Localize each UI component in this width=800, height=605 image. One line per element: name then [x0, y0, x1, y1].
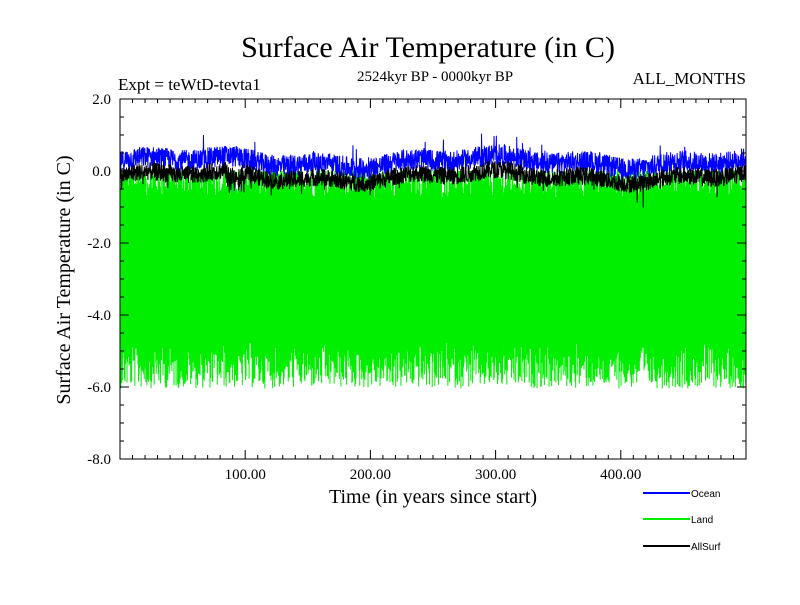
x-axis-label: Time (in years since start)	[329, 486, 537, 508]
legend-label-allsurf: AllSurf	[691, 542, 721, 553]
x-tick-label: 300.00	[475, 467, 516, 483]
months-label: ALL_MONTHS	[633, 69, 746, 88]
y-axis-label: Surface Air Temperature (in C)	[53, 155, 75, 404]
y-tick-label: 0.0	[92, 164, 111, 180]
y-tick-label: -8.0	[87, 452, 111, 468]
y-tick-label: 2.0	[92, 92, 111, 108]
x-tick-label: 200.00	[350, 467, 391, 483]
x-tick-label: 400.00	[600, 467, 641, 483]
legend: Ocean Land AllSurf	[643, 489, 721, 553]
series-allsurf	[120, 160, 746, 208]
chart-title: Surface Air Temperature (in C)	[241, 31, 615, 64]
series-land	[120, 170, 746, 389]
y-tick-label: -2.0	[87, 236, 111, 252]
legend-label-ocean: Ocean	[691, 489, 720, 500]
time-range-label: 2524kyr BP - 0000kyr BP	[357, 69, 513, 85]
legend-label-land: Land	[691, 515, 713, 526]
y-tick-label: -6.0	[87, 380, 111, 396]
x-tick-label: 100.00	[225, 467, 266, 483]
y-tick-label: -4.0	[87, 308, 111, 324]
experiment-label: Expt = teWtD-tevta1	[118, 75, 261, 94]
